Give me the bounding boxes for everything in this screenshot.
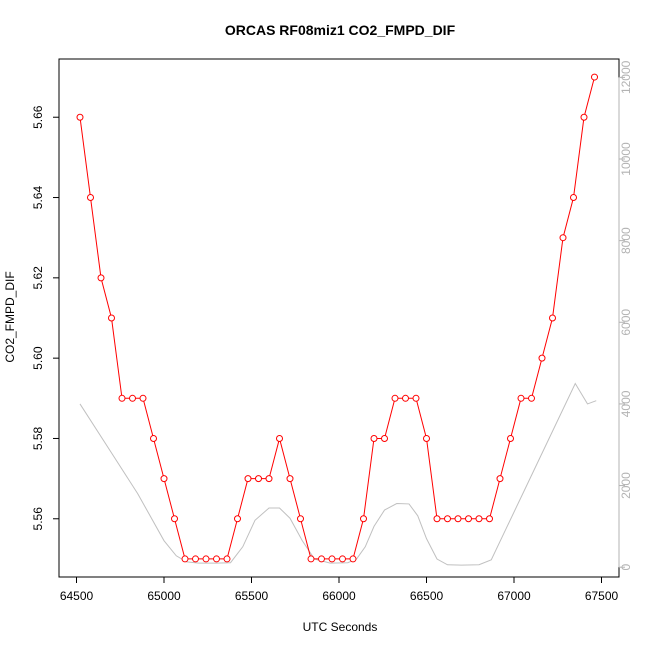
data-point xyxy=(475,515,483,523)
y-tick-label: 5.62 xyxy=(31,266,45,290)
data-point xyxy=(234,515,241,523)
plot-frame xyxy=(58,58,620,578)
data-point xyxy=(244,475,252,483)
series-line-right xyxy=(79,382,597,566)
data-point xyxy=(444,515,451,523)
data-point xyxy=(202,555,210,563)
data-point xyxy=(591,73,598,81)
data-point xyxy=(465,515,472,523)
data-point xyxy=(276,434,283,442)
data-point xyxy=(87,194,94,202)
data-point xyxy=(570,194,577,202)
y2-tick-label: 12000 xyxy=(619,60,633,94)
y2-tick-label: 4000 xyxy=(619,390,633,417)
data-point xyxy=(517,394,525,402)
x-tick-label: 67500 xyxy=(585,589,619,603)
data-point xyxy=(423,434,430,442)
data-point xyxy=(328,555,336,563)
data-point xyxy=(507,434,514,442)
data-point xyxy=(76,113,84,121)
x-tick-label: 66000 xyxy=(322,589,356,603)
data-point xyxy=(286,475,294,483)
y-axis-right: 0 2000 4000 6000 8000 10000 12000 xyxy=(618,60,633,571)
series-layer xyxy=(76,73,598,566)
series-line-left xyxy=(79,76,595,560)
data-point xyxy=(433,515,441,523)
data-point xyxy=(118,394,126,402)
data-point xyxy=(496,475,504,483)
data-point xyxy=(181,555,189,563)
data-point xyxy=(108,314,115,322)
y-tick-label: 5.58 xyxy=(31,426,45,450)
data-point xyxy=(412,394,420,402)
data-point xyxy=(349,555,357,563)
data-point xyxy=(97,274,105,282)
x-axis-label: UTC Seconds xyxy=(303,620,378,634)
x-tick-label: 65500 xyxy=(235,589,269,603)
data-point xyxy=(580,113,588,121)
x-tick-label: 67000 xyxy=(497,589,531,603)
data-point xyxy=(160,475,168,483)
data-point xyxy=(297,515,304,523)
y2-tick-label: 2000 xyxy=(619,472,633,499)
data-point xyxy=(318,555,325,563)
data-point xyxy=(171,515,178,523)
y2-tick-label: 0 xyxy=(619,564,633,571)
data-point xyxy=(255,475,262,483)
data-point xyxy=(381,434,388,442)
data-point xyxy=(223,555,231,563)
data-point xyxy=(391,394,399,402)
y-axis-left: 5.56 5.58 5.60 5.62 5.64 5.66 xyxy=(31,105,60,531)
data-point xyxy=(150,434,157,442)
x-tick-label: 66500 xyxy=(410,589,444,603)
y-tick-label: 5.64 xyxy=(31,186,45,210)
chart-title: ORCAS RF08miz1 CO2_FMPD_DIF xyxy=(225,22,456,38)
data-point xyxy=(486,515,493,523)
y-tick-label: 5.60 xyxy=(31,346,45,370)
data-point xyxy=(559,234,567,242)
y2-tick-label: 6000 xyxy=(619,309,633,336)
y-axis-label: CO2_FMPD_DIF xyxy=(3,271,17,362)
data-point xyxy=(129,394,136,402)
data-point xyxy=(360,515,367,523)
data-point xyxy=(528,394,535,402)
data-point xyxy=(192,555,199,563)
data-point xyxy=(538,354,546,362)
data-point xyxy=(213,555,220,563)
data-point xyxy=(139,394,147,402)
data-point xyxy=(402,394,409,402)
data-point xyxy=(265,475,273,483)
data-point xyxy=(549,314,556,322)
data-point xyxy=(307,555,315,563)
data-point xyxy=(454,515,462,523)
y2-tick-label: 8000 xyxy=(619,227,633,254)
x-tick-label: 64500 xyxy=(60,589,94,603)
x-axis: 64500 65000 65500 66000 66500 67000 67500 xyxy=(60,576,619,603)
data-point xyxy=(370,434,378,442)
y-tick-label: 5.56 xyxy=(31,507,45,531)
y2-tick-label: 10000 xyxy=(619,142,633,176)
data-point xyxy=(339,555,346,563)
x-tick-label: 65000 xyxy=(147,589,181,603)
y-tick-label: 5.66 xyxy=(31,105,45,129)
